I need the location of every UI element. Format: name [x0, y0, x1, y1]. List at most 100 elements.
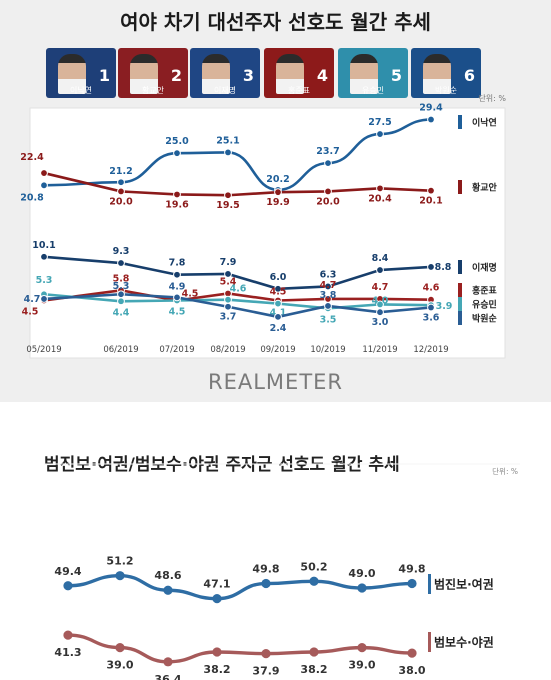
candidate-photo [58, 54, 86, 94]
data-label: 36.4 [154, 673, 181, 680]
data-point [324, 187, 332, 196]
data-point [427, 115, 435, 124]
candidate-number: 6 [463, 66, 475, 85]
legend-swatch [458, 115, 462, 129]
unit-label: 단위: % [478, 93, 506, 103]
series-line [42, 255, 433, 291]
data-point [40, 169, 48, 177]
x-tick-label: 10/2019 [310, 345, 345, 355]
candidate-photo [350, 54, 378, 94]
data-label: 38.2 [300, 663, 327, 676]
data-label: 39.0 [106, 659, 133, 672]
data-point [427, 303, 435, 312]
legend-swatch [458, 311, 462, 325]
candidate-number: 2 [170, 66, 182, 85]
legend-swatch [458, 297, 462, 311]
candidate-card: 2 황교안 [118, 48, 188, 98]
legend-swatch [458, 283, 462, 297]
series-이재명: 10.1 9.3 7.8 7.9 6.0 6.3 8.4 8.8 이재명 [32, 240, 497, 293]
data-point [115, 571, 125, 581]
data-label: 20.1 [419, 196, 442, 207]
data-point [173, 293, 181, 302]
data-point [324, 159, 332, 168]
data-point [224, 302, 232, 311]
legend-swatch [428, 574, 431, 594]
candidate-number: 1 [98, 66, 110, 85]
legend-label: 범진보·여권 [434, 577, 494, 592]
data-label: 37.9 [252, 665, 279, 678]
legend-label: 이낙연 [472, 117, 497, 129]
data-label: 3.0 [372, 317, 389, 328]
data-point [376, 130, 384, 138]
candidate-card: 5 유승민 [338, 48, 408, 98]
legend-label: 범보수·야권 [434, 635, 494, 650]
data-label: 3.8 [320, 290, 337, 301]
data-label: 19.9 [266, 197, 289, 208]
series-line [42, 171, 433, 197]
data-label: 23.7 [316, 146, 339, 157]
data-point [376, 308, 384, 317]
series-범진보·여권: 49.4 51.2 48.6 47.1 49.8 50.2 49.0 49.8 범진보·여권 [54, 555, 494, 604]
x-tick-label: 11/2019 [362, 345, 397, 355]
data-label: 7.8 [169, 258, 186, 269]
data-point [63, 630, 73, 640]
chart-title: 범진보·여권/범보수·야권 주자군 선호도 월간 추세 [44, 455, 400, 475]
candidate-card: 4 홍준표 [264, 48, 334, 98]
x-tick-label: 06/2019 [103, 345, 138, 355]
data-point [427, 186, 435, 195]
data-label: 4.9 [169, 281, 186, 292]
series-박원순: 4.7 5.3 4.9 3.7 2.4 3.8 3.0 3.6 박원순 [24, 281, 497, 334]
data-label: 5.3 [113, 281, 130, 292]
candidate-name: 이낙연 [69, 86, 93, 95]
data-point [173, 149, 181, 158]
data-label: 19.5 [216, 200, 239, 211]
data-point [274, 188, 282, 197]
data-label: 8.4 [372, 253, 389, 264]
top-line-chart: 단위: % 05/2019 06/2019 07/2019 08/2019 09/2019… [20, 93, 506, 359]
data-label: 20.0 [316, 196, 340, 207]
data-label: 29.4 [419, 103, 443, 114]
legend-label: 홍준표 [472, 285, 498, 297]
data-label: 7.9 [220, 257, 237, 268]
data-label: 3.5 [320, 314, 337, 325]
candidate-number: 5 [390, 66, 402, 85]
data-label: 4.6 [230, 284, 247, 295]
data-label: 4.5 [22, 306, 39, 317]
data-label: 2.4 [270, 323, 287, 334]
data-label: 49.8 [252, 563, 279, 576]
data-label: 50.2 [300, 560, 327, 573]
data-label: 49.0 [348, 567, 375, 580]
chart-title: 여야 차기 대선주자 선호도 월간 추세 [120, 10, 431, 34]
data-label: 4.7 [372, 282, 389, 293]
legend-swatch [458, 260, 462, 274]
data-label: 4.7 [24, 294, 41, 305]
data-label: 4.7 [320, 280, 337, 291]
data-point [224, 295, 232, 304]
data-label: 4.5 [270, 286, 287, 297]
data-point [117, 259, 125, 267]
bottom-line-chart: 단위: % 49.4 51.2 48.6 47.1 49.8 50.2 49.0 49.8 범진보… [44, 463, 520, 680]
candidate-photo [202, 54, 230, 94]
data-point [40, 181, 48, 190]
data-label: 4.6 [423, 283, 440, 294]
legend-swatch [428, 632, 431, 652]
candidate-name: 황교안 [141, 86, 165, 95]
series-이낙연: 20.8 21.2 25.0 25.1 20.2 23.7 27.5 29.4 이낙연 [20, 103, 497, 204]
series-범보수·야권: 41.3 39.0 36.4 38.2 37.9 38.2 39.0 38.0 범보수·야권 [54, 630, 494, 680]
data-label: 6.0 [270, 272, 287, 283]
data-point [40, 252, 48, 261]
data-label: 5.3 [36, 275, 53, 286]
data-point [357, 583, 367, 593]
data-label: 20.0 [109, 196, 133, 207]
series-황교안: 22.4 20.0 19.6 19.5 19.9 20.0 20.4 20.1 황교안 [20, 152, 497, 211]
data-label: 38.2 [203, 663, 230, 676]
candidate-card: 3 이재명 [190, 48, 260, 98]
data-point [173, 270, 181, 279]
data-point [309, 576, 319, 586]
data-label: 20.8 [20, 192, 44, 203]
data-label: 21.2 [109, 166, 132, 177]
data-label: 51.2 [106, 555, 133, 568]
series-line [66, 573, 414, 601]
legend-label: 유승민 [472, 299, 497, 311]
legend-swatch [458, 180, 462, 194]
